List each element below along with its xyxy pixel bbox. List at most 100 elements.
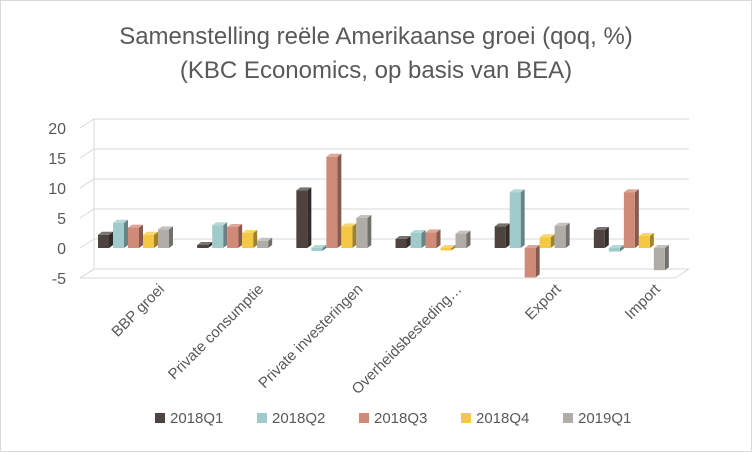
bar xyxy=(440,245,456,251)
bar-side xyxy=(421,230,426,248)
bar xyxy=(638,233,654,248)
bar-front xyxy=(455,233,467,248)
y-tick-label: 15 xyxy=(48,151,66,168)
bar-top xyxy=(341,223,357,227)
bar xyxy=(623,189,639,248)
bar-front xyxy=(326,156,338,248)
bar-top xyxy=(653,245,669,248)
bar-side xyxy=(520,189,525,248)
bar xyxy=(98,231,113,248)
chart-title: Samenstelling reële Amerikaanse groei (q… xyxy=(119,23,633,50)
bar-top xyxy=(326,153,342,157)
bar-side xyxy=(253,230,258,248)
bar-front xyxy=(227,227,239,248)
bar-side xyxy=(634,189,639,248)
bar-top xyxy=(143,231,158,235)
bar-front xyxy=(425,232,437,248)
bar-side xyxy=(169,226,173,248)
bar xyxy=(494,223,510,248)
bar xyxy=(554,222,570,248)
bar-side xyxy=(505,223,510,248)
bar-side xyxy=(322,245,327,251)
bar-side xyxy=(466,230,471,248)
bar-top xyxy=(113,219,128,223)
bar-front xyxy=(608,248,620,252)
bar-front xyxy=(296,190,308,248)
bar-front xyxy=(395,239,407,248)
bar xyxy=(455,230,471,248)
bar-side xyxy=(109,231,113,248)
bar-side xyxy=(337,153,342,248)
bar-side xyxy=(649,233,654,248)
bar-top xyxy=(197,242,213,245)
y-tick-label: 5 xyxy=(57,211,66,228)
bar-top xyxy=(212,222,228,226)
legend-swatch xyxy=(461,413,471,423)
bar xyxy=(410,230,426,248)
y-axis-ticks: -5 0 5 10 15 20 xyxy=(48,121,66,288)
bar-side xyxy=(367,215,372,248)
bar-front xyxy=(653,248,665,271)
chart-subtitle: (KBC Economics, op basis van BEA) xyxy=(179,57,573,84)
bar-top xyxy=(623,189,639,193)
bar xyxy=(227,224,243,248)
x-tick-label: Export xyxy=(522,280,565,323)
gridline xyxy=(79,118,689,129)
legend-item: 2018Q4 xyxy=(461,410,529,427)
floor-edge xyxy=(80,268,690,279)
bar-front xyxy=(509,192,521,248)
bar-side xyxy=(436,229,441,248)
bar xyxy=(356,215,372,248)
bar-front xyxy=(113,222,124,248)
bar-front xyxy=(623,192,635,248)
bar-top xyxy=(242,230,258,233)
bar xyxy=(653,245,669,271)
bar-top xyxy=(440,245,456,248)
bar-side xyxy=(406,236,411,248)
bar xyxy=(395,236,411,248)
legend-label: 2018Q1 xyxy=(170,410,223,427)
legend-label: 2018Q2 xyxy=(272,410,325,427)
bar xyxy=(197,242,213,248)
bar-top xyxy=(638,233,654,236)
bar-front xyxy=(98,234,109,248)
bar-side xyxy=(139,224,143,248)
bar xyxy=(311,245,327,251)
bar xyxy=(425,229,441,248)
bar-top xyxy=(608,245,624,248)
bar-side xyxy=(208,242,213,248)
chart-legend: 2018Q1 2018Q2 2018Q3 2018Q4 2019Q1 xyxy=(155,410,631,427)
chart-walls xyxy=(79,119,690,279)
bar-front xyxy=(593,230,605,248)
bar xyxy=(128,224,143,248)
bar-front xyxy=(524,248,536,278)
bar-front xyxy=(341,226,353,248)
bar xyxy=(257,237,273,248)
bar xyxy=(296,187,312,248)
bar-top xyxy=(425,229,441,233)
x-tick-label: Private consumptie xyxy=(165,281,267,383)
legend-swatch xyxy=(359,413,369,423)
bar-top xyxy=(257,237,273,241)
bar-front xyxy=(539,237,551,248)
bar-front xyxy=(212,225,224,248)
bar-side xyxy=(223,222,228,248)
bar-front xyxy=(242,233,254,248)
bar-front xyxy=(311,248,323,251)
legend-item: 2018Q3 xyxy=(359,410,427,427)
bar-side xyxy=(307,187,312,248)
legend-swatch xyxy=(563,413,573,423)
bar-top xyxy=(455,230,471,234)
x-tick-label: BBP groei xyxy=(108,281,168,341)
bar-top xyxy=(158,226,173,230)
bar-top xyxy=(539,234,555,238)
gridline xyxy=(79,208,689,219)
bar-side xyxy=(550,234,555,248)
bar-side xyxy=(268,237,273,248)
x-tick-label: Private investeringen xyxy=(255,281,366,392)
bar-top xyxy=(509,189,525,193)
bar-front xyxy=(440,248,452,251)
bar xyxy=(113,219,128,248)
bar-top xyxy=(554,222,570,226)
